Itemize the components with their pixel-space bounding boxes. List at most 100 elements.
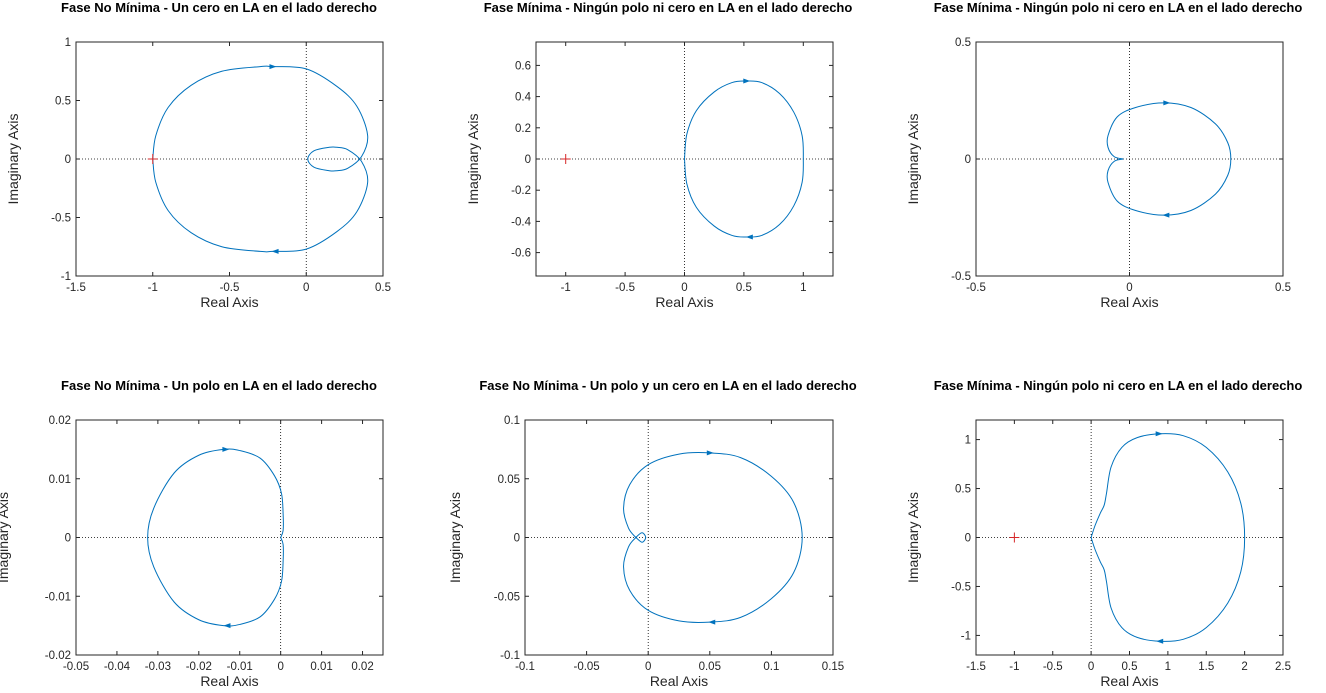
y-tick-label: -0.02 [45,650,71,662]
direction-arrow [269,64,277,70]
x-tick-label: 1 [1165,661,1171,673]
x-tick-label: -0.02 [186,661,212,673]
x-tick-label: -0.03 [145,661,171,673]
y-tick-label: 0.5 [955,37,971,49]
x-tick-label: 0.5 [1122,661,1138,673]
subplot-3: Fase Mínima - Ningún polo ni cero en LA … [905,0,1302,310]
x-tick-label: 0 [681,282,687,294]
direction-arrow [222,446,230,452]
x-tick-label: -1.5 [66,282,86,294]
nyquist-curve [1090,433,1246,642]
x-tick-label: 0 [277,661,283,673]
x-tick-label: 2.5 [1275,661,1291,673]
subplot-1: Fase No Mínima - Un cero en LA en el lad… [5,0,391,310]
y-tick-label: 0 [525,154,531,166]
direction-arrow [271,248,279,254]
critical-point-marker [560,154,571,164]
y-axis-label: Imaginary Axis [465,113,481,204]
x-tick-label: 0 [1088,661,1094,673]
y-tick-label: -0.01 [45,591,71,603]
x-axis-label: Real Axis [200,294,258,310]
direction-arrow [743,78,751,84]
x-tick-label: -0.04 [104,661,131,673]
x-tick-label: 2 [1241,661,1247,673]
y-axis-label: Imaginary Axis [905,492,921,583]
nyquist-curve [152,65,369,253]
x-tick-label: 1 [800,282,806,294]
x-tick-label: 0.5 [375,282,391,294]
x-tick-label: 0.15 [822,661,844,673]
x-axis-label: Real Axis [1100,673,1158,689]
x-tick-label: 0.1 [763,661,779,673]
critical-point-marker [1009,532,1020,543]
x-tick-label: -0.05 [573,661,599,673]
y-tick-label: 0.5 [55,96,71,108]
direction-arrow [1156,638,1164,644]
y-tick-label: 0 [965,154,971,166]
y-tick-label: 0 [514,533,520,545]
subplot-title: Fase No Mínima - Un polo y un cero en LA… [479,378,856,393]
y-tick-label: -0.5 [951,271,971,283]
x-tick-label: 0.5 [1275,282,1291,294]
x-tick-label: 0 [1126,282,1132,294]
direction-arrow [1163,100,1171,106]
y-tick-label: -0.05 [494,591,520,603]
subplot-6: Fase Mínima - Ningún polo ni cero en LA … [905,378,1302,689]
x-tick-label: -1 [148,282,158,294]
y-axis-label: Imaginary Axis [447,492,463,583]
x-axis-label: Real Axis [650,673,708,689]
x-axis-label: Real Axis [655,294,713,310]
y-tick-label: 0.01 [49,474,71,486]
x-tick-label: -0.5 [615,282,635,294]
x-tick-label: 0.01 [310,661,332,673]
y-tick-label: -1 [961,630,971,642]
subplot-title: Fase Mínima - Ningún polo ni cero en LA … [484,0,853,15]
y-tick-label: -0.6 [511,248,531,260]
x-tick-label: -0.5 [220,282,240,294]
x-tick-label: 1.5 [1198,661,1214,673]
y-tick-label: 0.4 [515,92,532,104]
y-tick-label: 0.05 [498,474,520,486]
y-tick-label: 0 [65,533,71,545]
nyquist-curve [684,80,804,238]
subplot-4: Fase No Mínima - Un polo en LA en el lad… [0,378,384,689]
direction-arrow [1162,212,1170,218]
y-tick-label: -0.5 [951,581,971,593]
direction-arrow [708,619,716,625]
direction-arrow [1155,431,1163,437]
subplot-title: Fase No Mínima - Un polo en LA en el lad… [61,378,377,393]
x-tick-label: 0 [645,661,651,673]
x-tick-label: -0.1 [515,661,535,673]
y-tick-label: 1 [965,435,971,447]
x-tick-label: 0.05 [699,661,721,673]
x-tick-label: -1.5 [966,661,986,673]
y-axis-label: Imaginary Axis [5,113,21,204]
y-tick-label: 0.2 [515,123,531,135]
y-tick-label: 0 [965,533,971,545]
subplot-title: Fase Mínima - Ningún polo ni cero en LA … [934,0,1303,15]
y-tick-label: -0.1 [500,650,520,662]
x-tick-label: 0 [303,282,309,294]
x-tick-label: -0.01 [227,661,253,673]
y-tick-label: 0 [65,154,71,166]
x-tick-label: -1 [1009,661,1019,673]
y-axis-label: Imaginary Axis [905,113,921,204]
y-tick-label: 1 [65,37,71,49]
direction-arrow [745,234,753,240]
subplot-2: Fase Mínima - Ningún polo ni cero en LA … [465,0,852,310]
subplot-title: Fase No Mínima - Un cero en LA en el lad… [61,0,377,15]
x-axis-label: Real Axis [1100,294,1158,310]
x-tick-label: -0.5 [966,282,986,294]
y-tick-label: 0.02 [49,415,71,427]
x-tick-label: -0.5 [1043,661,1063,673]
critical-point-marker [147,154,158,164]
y-tick-label: 0.6 [515,60,531,72]
subplot-title: Fase Mínima - Ningún polo ni cero en LA … [934,378,1303,393]
nyquist-curve [147,448,284,627]
y-tick-label: 0.5 [955,484,971,496]
y-axis-label: Imaginary Axis [0,492,11,583]
x-axis-label: Real Axis [200,673,258,689]
x-tick-label: 0.02 [351,661,373,673]
subplot-5: Fase No Mínima - Un polo y un cero en LA… [447,378,857,689]
direction-arrow [223,623,231,629]
